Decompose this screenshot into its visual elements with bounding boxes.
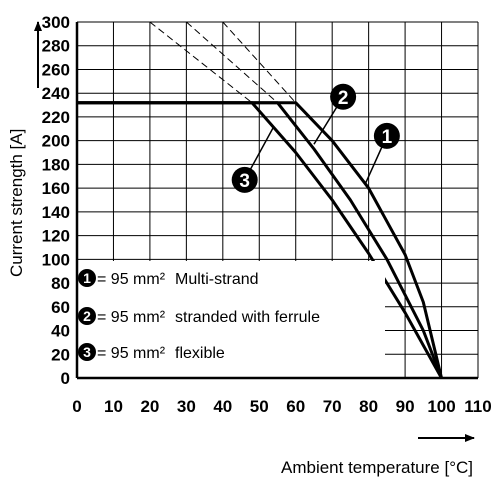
x-tick-label: 70 xyxy=(323,397,342,416)
y-tick-label: 200 xyxy=(42,132,70,151)
legend-label: = 95 mm² xyxy=(97,309,166,326)
legend: 1 = 95 mm² Multi-strand 2 = 95 mm² stranded w… xyxy=(78,261,385,377)
y-tick-label: 60 xyxy=(51,298,70,317)
y-tick-label: 140 xyxy=(42,203,70,222)
series-1-extension xyxy=(222,21,297,104)
callout-label: 2 xyxy=(338,88,349,109)
y-tick-label: 240 xyxy=(42,84,70,103)
x-tick-label: 60 xyxy=(286,397,305,416)
series-1-line xyxy=(77,101,443,379)
series-2-extension xyxy=(186,21,278,104)
legend-badge-label: 3 xyxy=(83,344,91,360)
y-tick-label: 180 xyxy=(42,155,70,174)
series-3-extension xyxy=(149,21,253,104)
series-2-line xyxy=(77,101,443,379)
x-tick-label: 30 xyxy=(177,397,196,416)
y-tick-label: 300 xyxy=(42,13,70,32)
y-tick-label: 120 xyxy=(42,227,70,246)
legend-desc: flexible xyxy=(175,345,225,362)
legend-box xyxy=(78,261,385,377)
y-tick-label: 220 xyxy=(42,108,70,127)
axes xyxy=(75,22,478,380)
callout-badge xyxy=(330,83,357,110)
y-axis-label: Current strength [A] xyxy=(7,129,26,277)
series-lines xyxy=(77,101,443,379)
legend-badge xyxy=(78,343,96,361)
y-tick-label: 280 xyxy=(42,37,70,56)
legend-label: = 95 mm² xyxy=(97,345,166,362)
callout-badge xyxy=(231,166,258,193)
x-tick-label: 50 xyxy=(250,397,269,416)
callout-badge xyxy=(373,122,400,149)
callout-1: 1 xyxy=(364,122,400,185)
callout-label: 3 xyxy=(239,171,250,192)
legend-badge-label: 1 xyxy=(83,270,91,286)
y-tick-label: 40 xyxy=(51,322,70,341)
callout-3: 3 xyxy=(231,126,275,193)
x-axis-label: Ambient temperature [°C] xyxy=(281,458,473,477)
y-tick-label: 100 xyxy=(42,250,70,269)
legend-label: = 95 mm² xyxy=(97,271,166,288)
x-tick-label: 20 xyxy=(140,397,159,416)
legend-entry: 1 = 95 mm² Multi-strand xyxy=(78,269,259,288)
legend-badge xyxy=(78,269,96,287)
callouts: 1 2 3 xyxy=(231,83,400,193)
legend-desc: stranded with ferrule xyxy=(175,309,320,326)
callout-2: 2 xyxy=(313,83,357,145)
y-tick-label: 20 xyxy=(51,345,70,364)
legend-entry: 3 = 95 mm² flexible xyxy=(78,343,225,362)
callout-label: 1 xyxy=(382,127,393,148)
series-3-line xyxy=(77,101,443,379)
x-tick-label: 40 xyxy=(213,397,232,416)
x-tick-label: 0 xyxy=(72,397,81,416)
y-tick-label: 160 xyxy=(42,179,70,198)
y-tick-label: 0 xyxy=(61,369,70,388)
y-tick-label: 80 xyxy=(51,274,70,293)
y-tick-label: 260 xyxy=(42,60,70,79)
x-tick-label: 110 xyxy=(464,397,491,416)
x-tick-label: 90 xyxy=(396,397,415,416)
legend-desc: Multi-strand xyxy=(175,271,259,288)
legend-badge-label: 2 xyxy=(83,308,91,324)
dashed-extensions xyxy=(149,21,297,104)
legend-badge xyxy=(78,307,96,325)
tick-labels: 0 10 20 30 40 50 60 70 80 90 100 110020406080100120… xyxy=(42,13,492,416)
legend-entry: 2 = 95 mm² stranded with ferrule xyxy=(78,307,320,326)
x-tick-label: 100 xyxy=(427,397,455,416)
x-tick-label: 10 xyxy=(104,397,123,416)
x-tick-label: 80 xyxy=(359,397,378,416)
